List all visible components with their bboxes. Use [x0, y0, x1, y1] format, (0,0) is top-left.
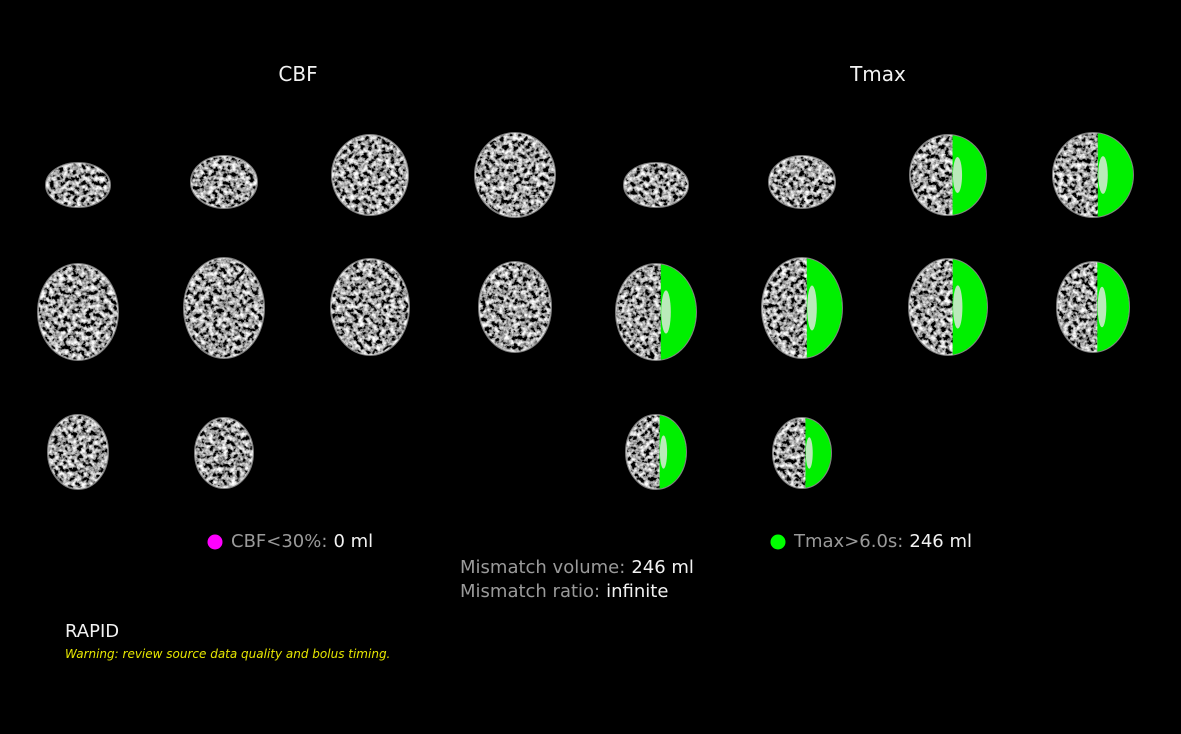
slice-outline	[183, 257, 265, 359]
tmax-core	[952, 157, 963, 193]
slice-texture	[479, 262, 551, 352]
brain-slice	[1056, 261, 1130, 353]
slice-texture	[475, 133, 555, 217]
brain-slice	[474, 132, 556, 218]
legend-dot	[207, 534, 223, 550]
slice-outline	[768, 155, 836, 209]
slice-texture	[195, 418, 253, 488]
slice-texture	[46, 163, 110, 207]
slice-texture	[769, 156, 835, 208]
legend-text: CBF<30%: 0 ml	[231, 531, 373, 552]
brain-slice	[47, 414, 109, 490]
tmax-core	[1097, 286, 1107, 328]
brain-slice	[190, 155, 258, 209]
mismatch-label: Mismatch ratio:	[460, 581, 600, 602]
slice-outline	[37, 263, 119, 361]
panel-title: CBF	[278, 62, 317, 86]
slice-outline	[623, 162, 689, 208]
slice-outline	[474, 132, 556, 218]
brain-slice	[194, 417, 254, 489]
brain-slice	[45, 162, 111, 208]
slice-texture	[38, 264, 118, 360]
slice-texture	[184, 258, 264, 358]
brand: RAPID	[65, 621, 119, 642]
warning: Warning: review source data quality and …	[65, 647, 390, 661]
slice-texture	[331, 259, 409, 355]
tmax-core	[953, 285, 963, 329]
brain-slice	[330, 258, 410, 356]
slice-outline	[331, 134, 409, 216]
legend-text: Tmax>6.0s: 246 ml	[793, 531, 972, 552]
legend-value: 0 ml	[333, 531, 373, 552]
slice-outline	[47, 414, 109, 490]
mismatch-value: 246 ml	[631, 557, 694, 578]
slice-texture	[332, 135, 408, 215]
legend-label: CBF<30%:	[231, 531, 327, 552]
tmax-core	[661, 290, 671, 334]
mismatch-ratio: Mismatch ratio: infinite	[460, 581, 668, 602]
legend-value: 246 ml	[909, 531, 972, 552]
brain-slice	[768, 155, 836, 209]
slice-outline	[190, 155, 258, 209]
slice-outline	[330, 258, 410, 356]
brain-slice	[625, 414, 687, 490]
mismatch-volume: Mismatch volume: 246 ml	[460, 557, 694, 578]
panel-title: Tmax	[849, 62, 906, 86]
slice-texture	[48, 415, 108, 489]
tmax-core	[1098, 156, 1108, 194]
slice-texture	[191, 156, 257, 208]
brain-slice	[183, 257, 265, 359]
legend-dot	[770, 534, 786, 550]
brain-slice	[331, 134, 409, 216]
tmax-core	[807, 285, 817, 331]
slice-grid	[37, 132, 1134, 490]
mismatch-label: Mismatch volume:	[460, 557, 625, 578]
mismatch-value: infinite	[606, 581, 668, 602]
brain-slice	[478, 261, 552, 353]
legend-label: Tmax>6.0s:	[793, 531, 903, 552]
slice-outline	[478, 261, 552, 353]
slice-texture	[624, 163, 688, 207]
brain-slice	[37, 263, 119, 361]
tmax-core	[805, 437, 813, 469]
slice-outline	[194, 417, 254, 489]
brain-slice	[623, 162, 689, 208]
tmax-core	[659, 435, 668, 469]
slice-outline	[45, 162, 111, 208]
